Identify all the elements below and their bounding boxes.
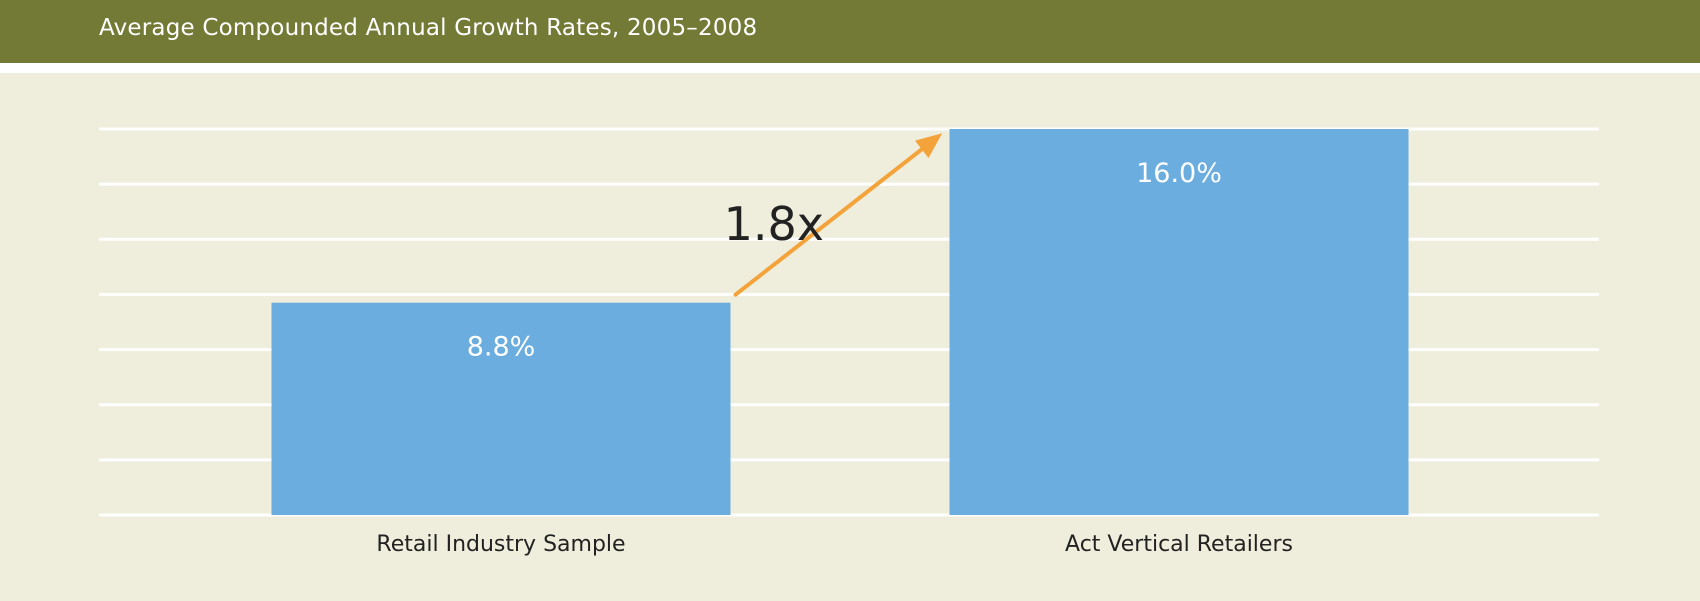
growth-arrow bbox=[733, 135, 940, 297]
arrowhead-icon bbox=[914, 133, 943, 158]
growth-annotation: 1.8x bbox=[724, 133, 943, 297]
category-label: Act Vertical Retailers bbox=[1065, 532, 1293, 557]
growth-multiplier-label: 1.8x bbox=[724, 197, 824, 251]
bar-2 bbox=[949, 129, 1409, 515]
chart-title-bar: Average Compounded Annual Growth Rates, … bbox=[0, 0, 1700, 63]
bars: 8.8% 16.0% bbox=[271, 129, 1409, 515]
bar-value-label: 16.0% bbox=[1136, 158, 1222, 189]
chart-title: Average Compounded Annual Growth Rates, … bbox=[99, 15, 758, 41]
bar-1 bbox=[271, 302, 731, 515]
bar-value-label: 8.8% bbox=[467, 332, 536, 363]
category-labels: Retail Industry Sample Act Vertical Retai… bbox=[376, 532, 1293, 557]
category-label: Retail Industry Sample bbox=[376, 532, 625, 557]
